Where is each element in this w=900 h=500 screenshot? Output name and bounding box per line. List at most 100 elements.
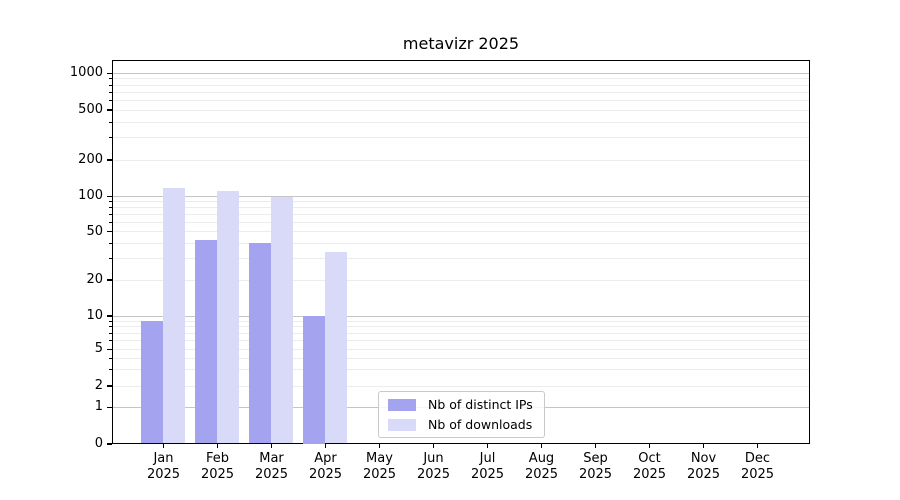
x-tick-label: Jul 2025 [470,451,505,482]
gridline-minor [113,214,809,216]
y-minor-tick-mark [109,214,112,216]
gridline-minor [113,326,809,328]
gridline-minor [113,99,809,101]
y-minor-tick-mark [109,242,112,244]
y-tick-label: 50 [86,223,103,239]
bar-downloads-jan [163,188,185,444]
x-tick-label: Jun 2025 [416,451,451,482]
y-tick-label: 1 [94,399,103,415]
y-minor-tick-mark [109,201,112,203]
y-minor-tick-mark [109,326,112,328]
gridline-minor [113,357,809,359]
y-tick-label: 500 [78,102,103,117]
y-minor-tick-mark [109,279,112,281]
x-tick-label: Oct 2025 [632,451,667,482]
bar-distinct-ips-jan [141,320,163,444]
x-tick-mark [162,444,165,448]
x-tick-label: Nov 2025 [686,451,721,482]
bar-downloads-mar [271,197,293,444]
legend-item-distinct-ips: Nb of distinct IPs [388,397,535,412]
gridline-minor [113,159,809,161]
y-tick-label: 5 [94,341,103,357]
y-minor-tick-mark [109,121,112,123]
gridline-major [113,72,809,75]
x-tick-mark [324,444,327,448]
y-tick-label: 10 [86,308,103,323]
x-tick-mark [378,444,381,448]
x-tick-label: Sep 2025 [578,451,613,482]
y-minor-tick-mark [109,84,112,86]
gridline-minor [113,78,809,80]
gridline-minor [113,109,809,111]
x-tick-label: Dec 2025 [740,451,775,482]
y-minor-tick-mark [109,91,112,93]
y-minor-tick-mark [109,258,112,260]
bar-distinct-ips-feb [195,240,217,444]
x-tick-label: Mar 2025 [254,451,289,482]
bar-distinct-ips-mar [249,242,271,444]
gridline-minor [113,137,809,139]
x-tick-mark [648,444,651,448]
x-tick-label: Aug 2025 [524,451,559,482]
legend-swatch-downloads [388,418,416,431]
y-tick-label: 1000 [69,65,103,81]
gridline-minor [113,369,809,371]
x-tick-label: May 2025 [362,451,397,482]
gridline-minor [113,385,809,387]
gridline-minor [113,91,809,93]
y-minor-tick-mark [109,332,112,334]
legend-swatch-distinct-ips [388,398,416,411]
y-minor-tick-mark [109,78,112,80]
x-tick-mark [486,444,489,448]
y-tick-mark [107,195,112,197]
x-tick-mark [270,444,273,448]
y-minor-tick-mark [109,207,112,209]
y-minor-tick-mark [109,348,112,350]
y-minor-tick-mark [109,221,112,223]
y-minor-tick-mark [109,385,112,387]
x-tick-mark [216,444,219,448]
gridline-minor [113,221,809,223]
y-minor-tick-mark [109,320,112,322]
y-minor-tick-mark [109,137,112,139]
gridline-minor [113,201,809,203]
legend-label-distinct-ips: Nb of distinct IPs [428,397,533,412]
x-tick-mark [702,444,705,448]
gridline-minor [113,242,809,244]
x-tick-mark [540,444,543,448]
bar-downloads-feb [217,190,239,444]
gridline-minor [113,207,809,209]
gridline-minor [113,348,809,350]
y-tick-label: 20 [86,272,103,287]
plot-area [112,60,810,444]
bar-downloads-apr [325,251,347,444]
y-tick-mark [107,443,112,445]
y-minor-tick-mark [109,109,112,111]
y-tick-mark [107,72,112,74]
x-tick-label: Feb 2025 [200,451,235,482]
gridline-minor [113,121,809,123]
gridline-major [113,315,809,317]
y-tick-label: 100 [78,188,103,204]
y-tick-label: 2 [94,378,103,393]
y-minor-tick-mark [109,357,112,359]
gridline-minor [113,332,809,334]
y-minor-tick-mark [109,369,112,371]
legend-item-downloads: Nb of downloads [388,417,535,432]
x-tick-mark [756,444,759,448]
gridline-minor [113,231,809,233]
x-tick-label: Apr 2025 [308,451,343,482]
y-minor-tick-mark [109,340,112,342]
legend-label-downloads: Nb of downloads [428,417,533,432]
x-tick-mark [594,444,597,448]
legend: Nb of distinct IPs Nb of downloads [378,391,545,438]
bar-distinct-ips-apr [303,315,325,444]
chart-title: metavizr 2025 [402,34,520,53]
x-tick-mark [432,444,435,448]
y-minor-tick-mark [109,99,112,101]
y-tick-mark [107,315,112,317]
gridline-minor [113,320,809,322]
y-minor-tick-mark [109,159,112,161]
y-minor-tick-mark [109,231,112,233]
